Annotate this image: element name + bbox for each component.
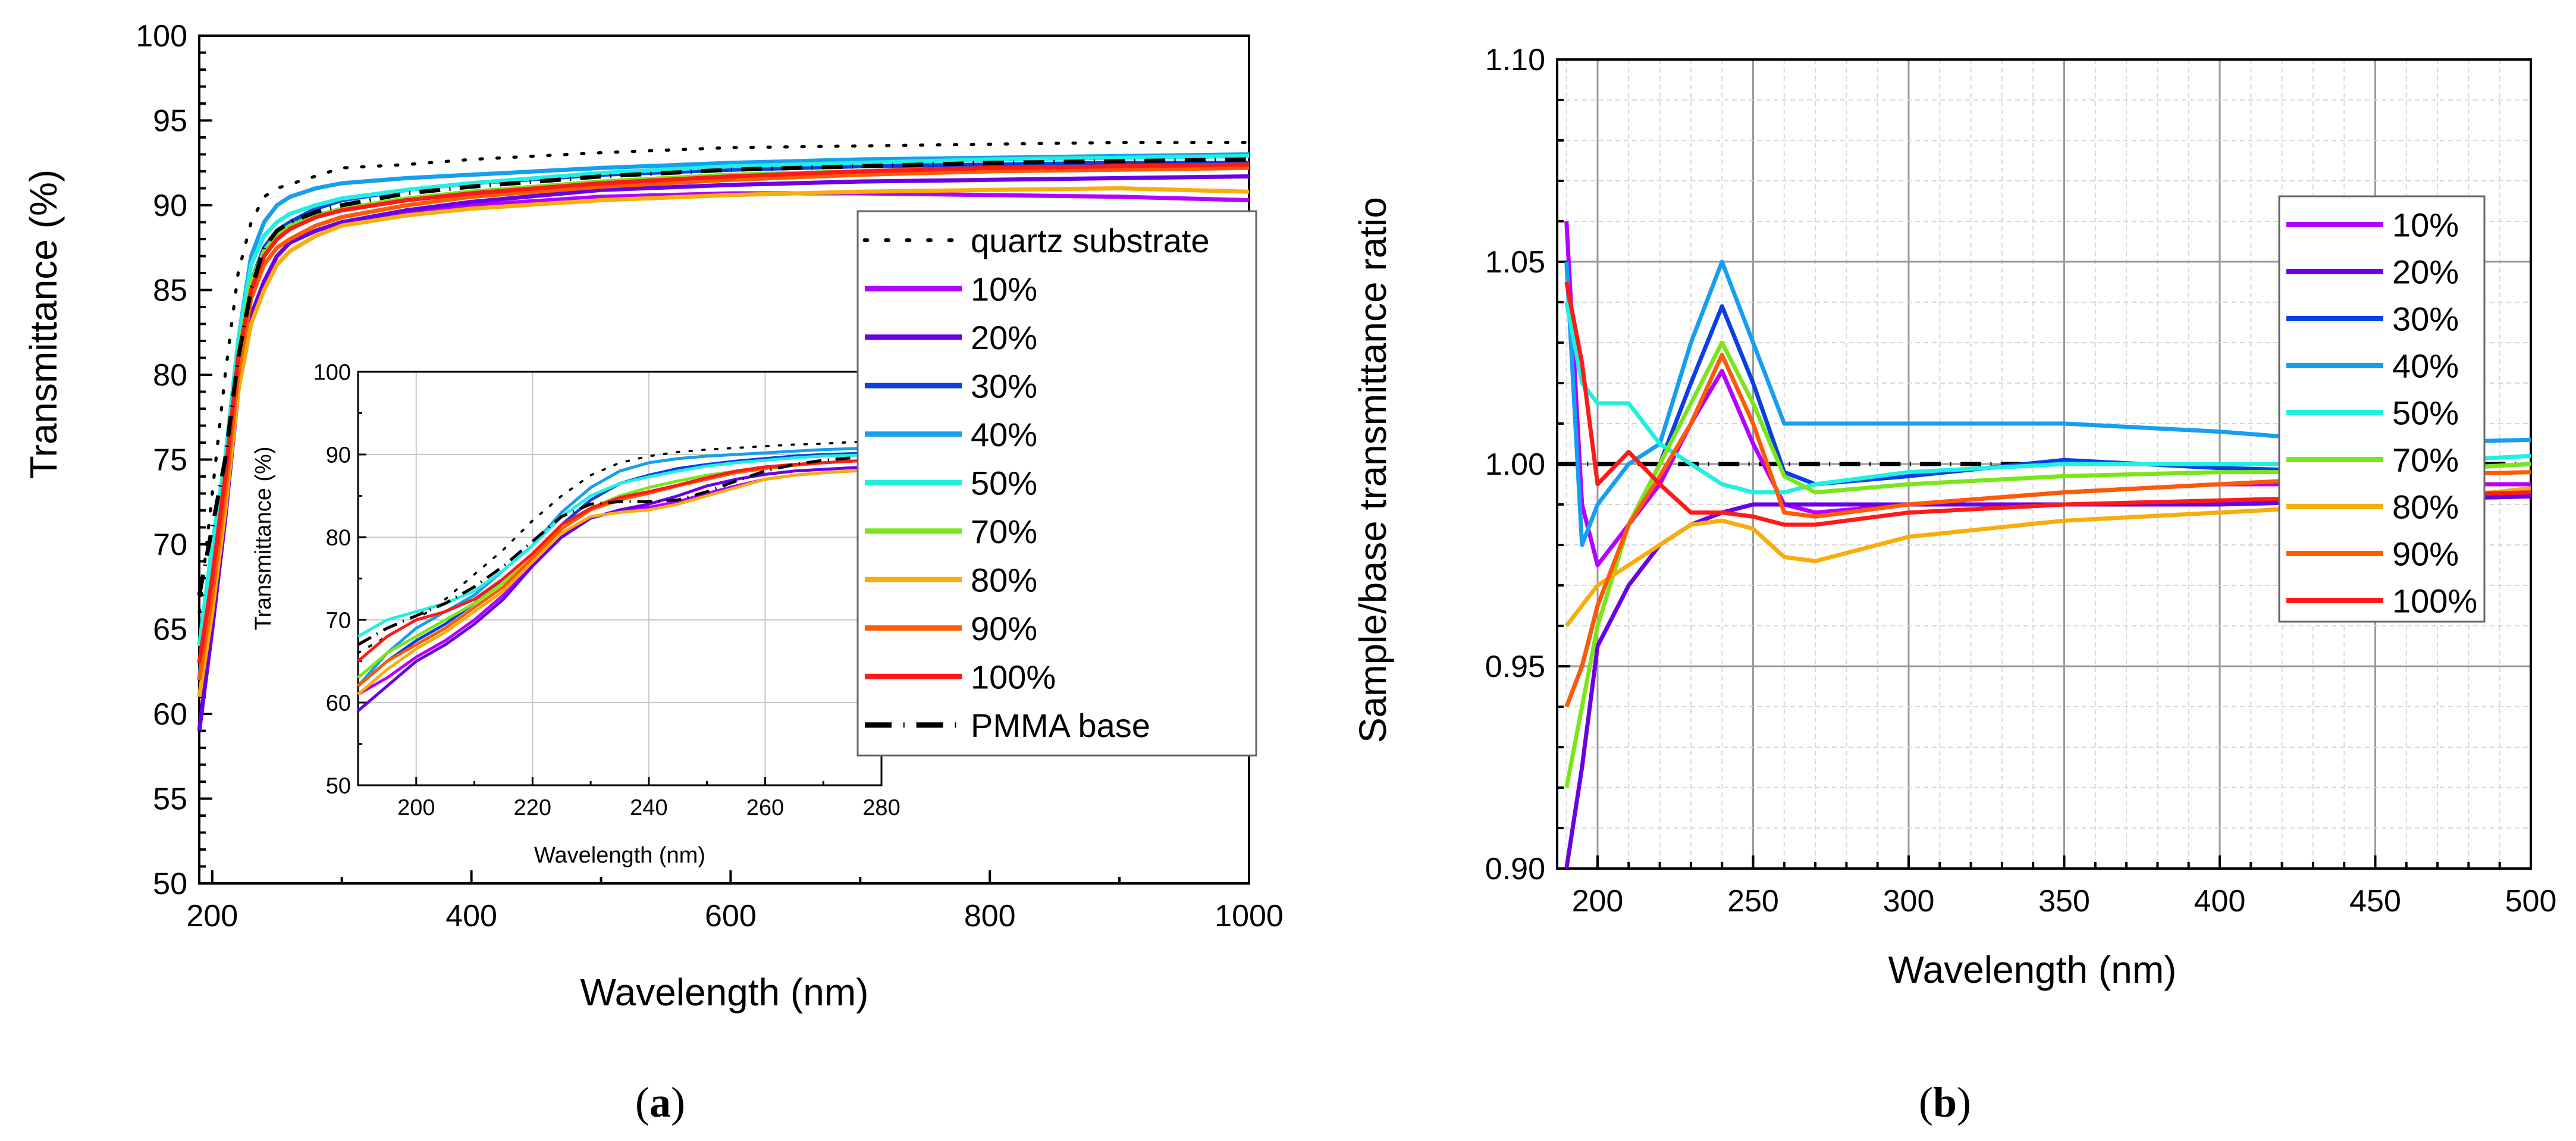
inset-x-tick-label: 260	[746, 795, 784, 820]
chart-a-y-axis-label: Transmittance (%)	[22, 170, 65, 479]
inset-background	[358, 372, 881, 785]
inset-y-tick-label: 70	[326, 608, 351, 633]
chart-b-legend-label: 50%	[2392, 394, 2459, 432]
chart-a-legend-label: PMMA base	[971, 707, 1150, 744]
inset-y-tick-label: 100	[313, 360, 351, 385]
chart-b-x-tick-label: 200	[1572, 884, 1624, 919]
chart-a-x-tick-label: 800	[964, 899, 1016, 933]
chart-b: 200 250 300 350 400 450 500 0.90 0.95 1.00 1.05 1.1…	[1351, 43, 2556, 1126]
chart-a-y-tick-label: 70	[153, 528, 187, 562]
chart-a-x-tick-label: 400	[445, 899, 497, 933]
chart-a-x-tick-label: 200	[186, 899, 238, 933]
chart-a-legend-label: 70%	[971, 513, 1037, 550]
chart-a-legend-label: 10%	[971, 270, 1037, 308]
inset-y-tick-label: 50	[326, 773, 351, 798]
inset-x-tick-label: 220	[514, 795, 551, 820]
panel-label-a-letter: a	[650, 1079, 671, 1126]
chart-a-legend-label: 30%	[971, 367, 1037, 405]
chart-a-legend-label: 40%	[971, 416, 1037, 453]
chart-b-x-tick-label: 400	[2194, 884, 2246, 919]
chart-a-legend-label: quartz substrate	[971, 222, 1210, 259]
chart-a-x-tick-label: 1000	[1215, 899, 1284, 933]
chart-b-line-70-	[1564, 340, 2531, 788]
chart-b-legend-box	[2278, 195, 2486, 623]
chart-a-legend-label: 100%	[971, 658, 1056, 695]
chart-b-legend-label: 90%	[2392, 535, 2459, 573]
inset-line-80-	[357, 468, 882, 696]
chart-b-x-tick-label: 500	[2505, 884, 2557, 919]
inset-line-pmma-base	[357, 454, 882, 646]
chart-b-legend: 10% 20% 30% 40% 50% 70% 80% 90% 100%	[2278, 195, 2486, 623]
chart-b-x-tick-label: 300	[1883, 884, 1935, 919]
inset-line-quartz-substrate	[357, 440, 883, 654]
chart-b-ticks: 200 250 300 350 400 450 500 0.90 0.95 1.00 1.05 1.1…	[1485, 43, 2557, 919]
inset-y-tick-label: 90	[326, 443, 351, 468]
inset-x-tick-label: 200	[397, 795, 435, 820]
chart-b-x-axis-label: Wavelength (nm)	[1888, 948, 2177, 991]
chart-b-x-tick-label: 450	[2349, 884, 2401, 919]
chart-a-y-tick-label: 60	[153, 697, 187, 732]
inset-line-20-	[357, 465, 882, 712]
chart-a-legend-label: 80%	[971, 561, 1037, 598]
inset-y-tick-label: 80	[326, 525, 351, 550]
chart-b-legend-label: 20%	[2392, 253, 2459, 291]
chart-b-legend-label: 70%	[2392, 441, 2459, 479]
chart-b-line-100-	[1564, 281, 2531, 527]
inset-line-100-	[357, 457, 882, 663]
chart-b-line-40-	[1564, 259, 2531, 547]
chart-a-y-tick-label: 90	[153, 189, 187, 223]
chart-a-inset: 200 220 240 260 280 50 60 70 80 90 100 Wavelength …	[251, 360, 900, 868]
chart-b-legend-label: 80%	[2392, 488, 2459, 526]
chart-a-x-axis-label: Wavelength (nm)	[581, 971, 869, 1014]
panel-label-b: (b)	[1919, 1079, 1971, 1126]
inset-series	[357, 440, 883, 712]
inset-x-tick-label: 240	[630, 795, 667, 820]
panel-label-b-letter: b	[1933, 1079, 1957, 1126]
inset-axes	[357, 371, 883, 786]
chart-b-legend-label: 40%	[2392, 347, 2459, 385]
chart-a-legend-label: 90%	[971, 610, 1037, 647]
inset-y-axis-label: Transmittance (%)	[251, 447, 276, 631]
chart-a-series	[197, 140, 1251, 731]
chart-a-legend-label: 50%	[971, 464, 1037, 501]
chart-b-y-tick-label: 0.95	[1485, 650, 1545, 684]
chart-b-legend-label: 100%	[2392, 582, 2477, 620]
chart-b-line-50-	[1564, 302, 2531, 495]
chart-a-line-pmma-base	[197, 157, 1250, 596]
chart-b-y-tick-label: 0.90	[1485, 852, 1545, 886]
chart-a-y-tick-label: 50	[153, 867, 187, 901]
chart-b-y-axis-label: Sample/base transmittance ratio	[1351, 197, 1394, 743]
chart-a-legend: quartz substrate 10% 20% 30% 40% 50% 70% 80% 90%…	[856, 210, 1257, 757]
chart-b-legend-label: 30%	[2392, 300, 2459, 338]
chart-a-y-tick-label: 100	[136, 19, 187, 54]
chart-b-y-tick-label: 1.00	[1485, 447, 1545, 482]
chart-b-y-tick-label: 1.10	[1485, 43, 1545, 77]
chart-a-line-quartz-substrate	[197, 140, 1251, 614]
chart-a-y-tick-label: 75	[153, 443, 187, 478]
inset-x-tick-label: 280	[862, 795, 900, 820]
chart-a-ticks: 200 400 600 800 1000 50 55 60 65 70 75 80 85 90 95 100	[136, 19, 1284, 933]
chart-b-line-20-	[1564, 494, 2531, 869]
chart-a-y-tick-label: 95	[153, 104, 187, 139]
chart-b-line-90-	[1564, 352, 2531, 708]
chart-b-legend-label: 10%	[2392, 206, 2459, 244]
chart-a-legend-label: 20%	[971, 319, 1037, 356]
chart-b-x-tick-label: 250	[1727, 884, 1779, 919]
chart-a-y-tick-label: 85	[153, 274, 187, 308]
chart-a-y-tick-label: 65	[153, 613, 187, 647]
chart-a-y-tick-label: 55	[153, 782, 187, 817]
chart-b-x-tick-label: 350	[2038, 884, 2090, 919]
inset-ticks: 200 220 240 260 280 50 60 70 80 90 100	[313, 360, 900, 820]
panel-label-a: (a)	[635, 1079, 685, 1126]
inset-x-axis-label: Wavelength (nm)	[534, 843, 705, 868]
chart-a: 200 400 600 800 100050556065707580859095100 …	[22, 19, 1284, 1126]
chart-b-y-tick-label: 1.05	[1485, 245, 1545, 280]
inset-y-tick-label: 60	[326, 691, 351, 716]
chart-a-y-tick-label: 80	[153, 358, 187, 393]
chart-a-x-tick-label: 600	[705, 899, 757, 933]
